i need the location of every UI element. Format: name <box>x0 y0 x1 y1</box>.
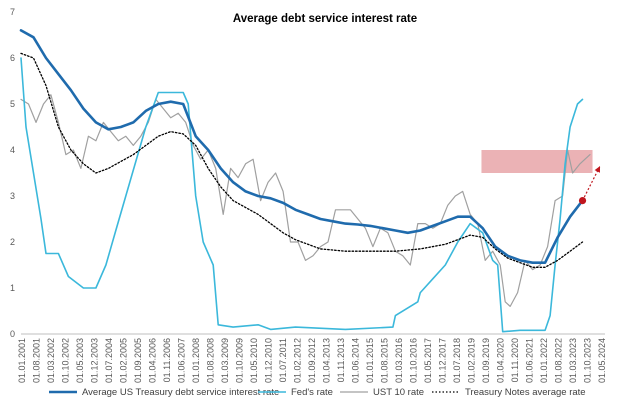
x-tick-label: 01.12.2017 <box>438 338 448 383</box>
y-axis: 0 1 2 3 4 5 6 7 <box>10 7 15 339</box>
y-tick-label: 7 <box>10 7 15 17</box>
x-tick-label: 01.07.2018 <box>452 338 462 383</box>
x-tick-label: 01.08.2001 <box>32 338 42 383</box>
x-tick-label: 01.05.2024 <box>597 338 607 383</box>
x-tick-label: 01.04.2006 <box>148 338 158 383</box>
y-tick-label: 6 <box>10 53 15 63</box>
x-tick-label: 01.04.2013 <box>322 338 332 383</box>
x-tick-label: 01.03.2016 <box>394 338 404 383</box>
x-tick-label: 01.09.2019 <box>481 338 491 383</box>
x-tick-label: 01.12.2003 <box>90 338 100 383</box>
x-tick-label: 01.02.2019 <box>467 338 477 383</box>
x-tick-label: 01.01.2022 <box>539 338 549 383</box>
legend-label: Fed's rate <box>291 387 333 398</box>
x-tick-label: 01.07.2011 <box>278 338 288 382</box>
projection-arrow-head <box>594 166 601 173</box>
x-tick-label: 01.01.2008 <box>191 338 201 383</box>
x-tick-label: 01.09.2005 <box>133 338 143 383</box>
y-tick-label: 4 <box>10 145 15 155</box>
x-tick-label: 01.10.2023 <box>583 338 593 383</box>
x-tick-label: 01.07.2004 <box>104 338 114 383</box>
x-tick-label: 01.01.2001 <box>17 338 27 383</box>
legend-label: Treasury Notes average rate <box>465 387 586 398</box>
legend: Average US Treasury debt service interes… <box>49 387 586 398</box>
x-tick-label: 01.03.2023 <box>568 338 578 383</box>
x-tick-label: 01.03.2002 <box>46 338 56 383</box>
x-tick-label: 01.05.2003 <box>75 338 85 383</box>
x-tick-label: 01.01.2015 <box>365 338 375 383</box>
x-axis: 01.01.2001 01.08.2001 01.03.2002 01.10.2002… <box>17 333 607 383</box>
legend-item-3: Treasury Notes average rate <box>432 387 586 398</box>
x-tick-label: 01.05.2010 <box>249 338 259 383</box>
x-tick-label: 01.10.2009 <box>235 338 245 383</box>
projection-arrow-line <box>582 165 601 201</box>
y-tick-label: 1 <box>10 283 15 293</box>
series-line-3 <box>20 52 584 268</box>
chart-title: Average debt service interest rate <box>233 13 417 25</box>
legend-label: UST 10 rate <box>373 387 424 398</box>
x-tick-label: 01.06.2014 <box>351 338 361 383</box>
x-tick-label: 01.06.2007 <box>177 338 187 383</box>
x-tick-label: 01.11.2020 <box>510 338 520 382</box>
x-tick-label: 01.02.2005 <box>119 338 129 383</box>
highlight-point <box>578 197 587 205</box>
legend-item-0: Average US Treasury debt service interes… <box>49 387 279 398</box>
x-tick-label: 01.08.2008 <box>206 338 216 383</box>
x-tick-label: 01.09.2012 <box>307 338 317 383</box>
x-tick-label: 01.03.2009 <box>220 338 230 383</box>
x-tick-label: 01.11.2006 <box>162 338 172 382</box>
x-tick-label: 01.05.2017 <box>423 338 433 383</box>
x-tick-label: 01.11.2013 <box>336 338 346 382</box>
series-line-1 <box>20 57 584 333</box>
y-tick-label: 5 <box>10 99 15 109</box>
annotation-marker-layer <box>578 165 601 205</box>
x-tick-label: 01.02.2012 <box>293 338 303 383</box>
x-tick-label: 01.12.2010 <box>264 338 274 383</box>
y-tick-label: 3 <box>10 191 15 201</box>
x-tick-label: 01.10.2002 <box>61 338 71 383</box>
legend-label: Average US Treasury debt service interes… <box>82 387 279 398</box>
y-tick-label: 2 <box>10 237 15 247</box>
legend-item-2: UST 10 rate <box>340 387 424 398</box>
x-tick-label: 01.08.2015 <box>380 338 390 383</box>
x-tick-label: 01.06.2021 <box>525 338 535 383</box>
legend-item-1: Fed's rate <box>258 387 333 398</box>
series-line-2 <box>20 94 591 307</box>
series-line-0 <box>19 29 584 264</box>
series-layer <box>19 29 591 333</box>
x-tick-label: 01.08.2022 <box>554 338 564 383</box>
x-tick-label: 01.10.2016 <box>409 338 419 383</box>
x-tick-label: 01.04.2020 <box>496 338 506 383</box>
y-tick-label: 0 <box>10 329 15 339</box>
